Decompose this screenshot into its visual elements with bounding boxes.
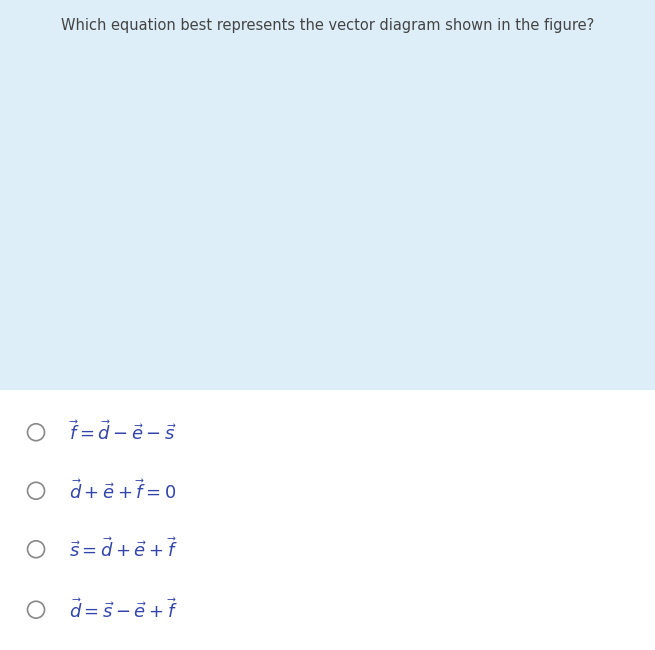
Text: Which equation best represents the vector diagram shown in the figure?: Which equation best represents the vecto… — [61, 18, 594, 33]
Text: $\vec{s}$: $\vec{s}$ — [234, 286, 243, 301]
Text: $\vec{d}$: $\vec{d}$ — [174, 178, 183, 196]
Text: 10: 10 — [183, 343, 198, 356]
Text: $\vec{e}$: $\vec{e}$ — [473, 101, 482, 117]
Text: y: y — [78, 44, 85, 57]
Text: $\vec{s} = \vec{d} + \vec{e} + \vec{f}$: $\vec{s} = \vec{d} + \vec{e} + \vec{f}$ — [69, 538, 178, 561]
Text: $\vec{f} = \vec{d} - \vec{e} - \vec{s}$: $\vec{f} = \vec{d} - \vec{e} - \vec{s}$ — [69, 421, 177, 444]
Text: 20: 20 — [303, 343, 318, 356]
Text: $\vec{f}$: $\vec{f}$ — [527, 178, 535, 196]
Text: $\vec{d} + \vec{e} + \vec{f} = 0$: $\vec{d} + \vec{e} + \vec{f} = 0$ — [69, 479, 176, 502]
Text: 20: 20 — [47, 103, 62, 116]
Text: x: x — [598, 311, 606, 324]
Text: 30: 30 — [422, 343, 437, 356]
Text: 10: 10 — [47, 214, 62, 227]
Text: $\vec{d} = \vec{s} - \vec{e} + \vec{f}$: $\vec{d} = \vec{s} - \vec{e} + \vec{f}$ — [69, 598, 178, 621]
Text: 40: 40 — [542, 343, 557, 356]
